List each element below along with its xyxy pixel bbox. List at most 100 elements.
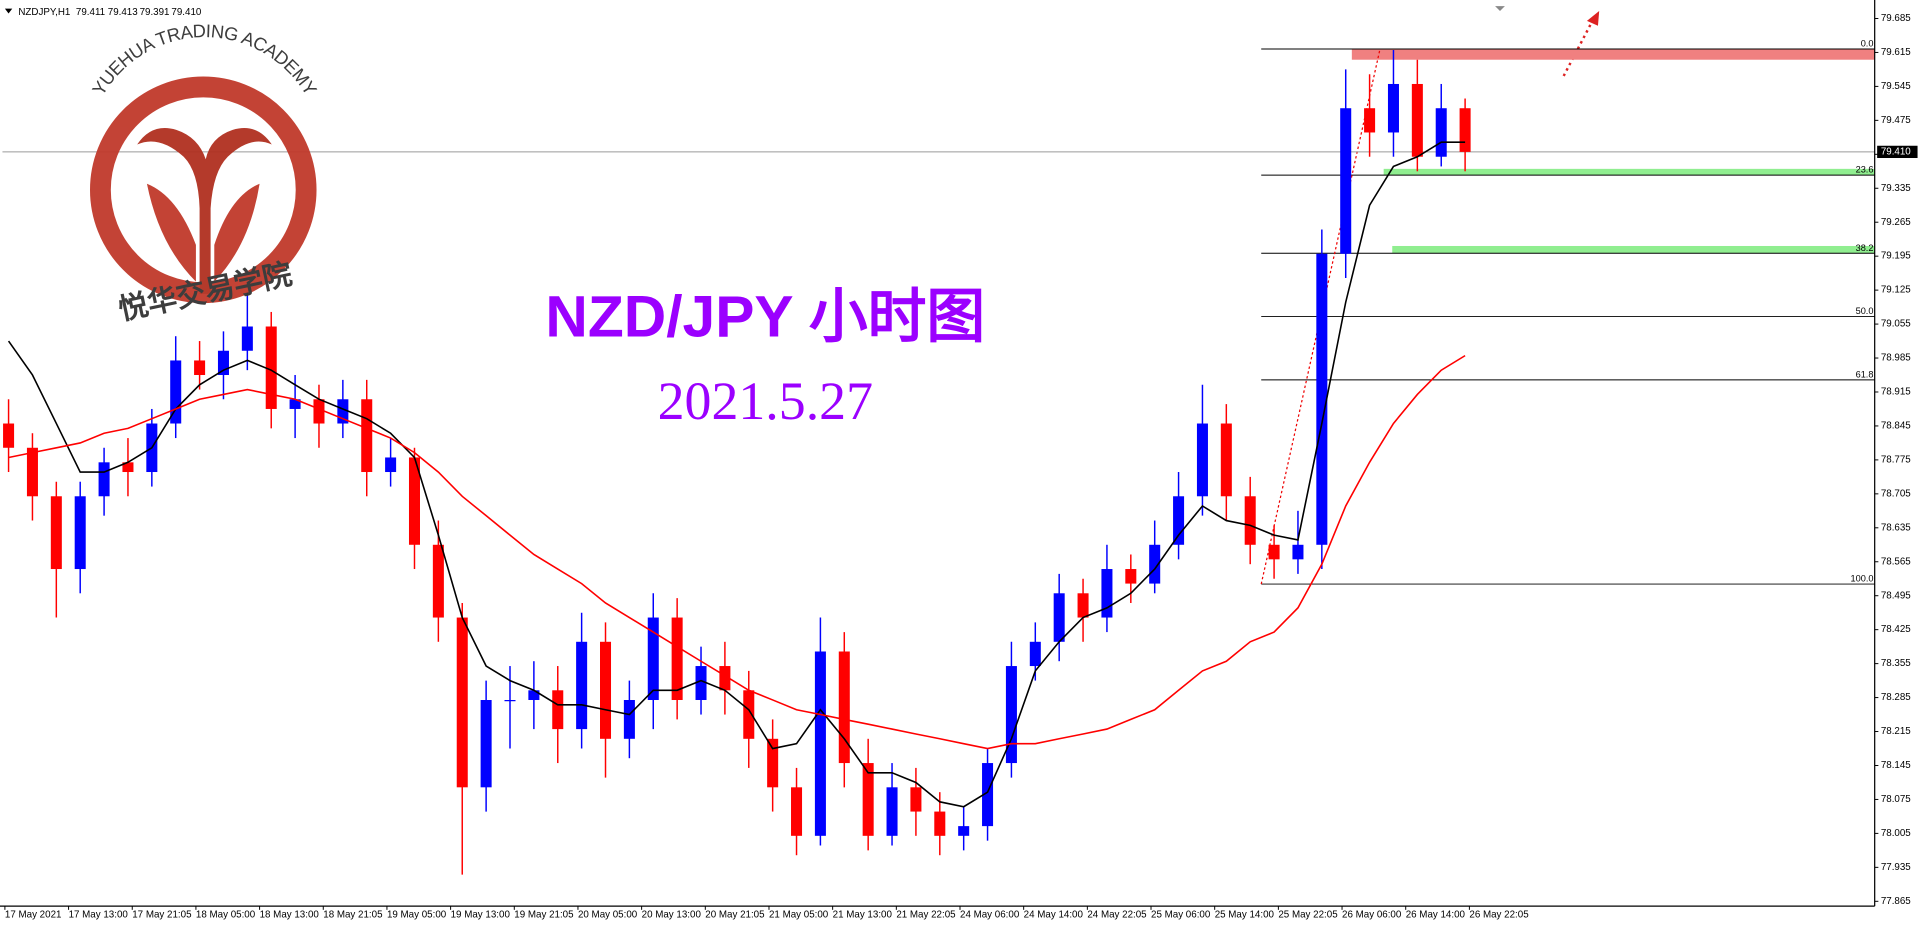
candle-body [432,544,444,618]
y-tick-label: 78.915 [1881,387,1911,398]
candle-body [1005,666,1017,764]
y-tick-label: 78.775 [1881,454,1911,465]
x-tick-label: 24 May 14:00 [1024,909,1084,920]
x-tick-label: 18 May 13:00 [260,909,320,920]
candle-body [1077,593,1089,618]
logo-symbol [137,127,272,294]
candle-body [862,763,874,836]
candle-body [1387,83,1399,133]
y-tick-label: 79.265 [1881,217,1911,228]
chart-subtitle: 2021.5.27 [658,371,873,431]
y-tick-label: 78.215 [1881,726,1911,737]
ma-line [7,141,1466,808]
x-tick-label: 17 May 2021 [5,909,62,920]
candle-body [791,787,803,836]
zone [1392,245,1875,254]
x-tick-label: 26 May 14:00 [1406,909,1466,920]
candle-body [719,666,731,691]
y-tick-label: 78.425 [1881,624,1911,635]
x-tick-label: 19 May 21:05 [514,909,574,920]
x-tick-label: 20 May 21:05 [705,909,765,920]
fib-label: 50.0 [1856,306,1874,316]
candle-body [265,326,277,409]
y-tick-label: 78.145 [1881,760,1911,771]
candle-body [1101,569,1113,618]
menu-arrow[interactable] [4,8,13,14]
chart-title: NZD/JPY 小时图 [545,284,985,349]
x-tick-label: 17 May 13:00 [69,909,129,920]
fib-label: 0.0 [1861,39,1874,49]
candle-body [504,700,516,702]
y-tick-label: 78.565 [1881,556,1911,567]
fib-label: 38.2 [1856,243,1874,253]
fib-trendline [1260,48,1381,585]
y-tick-label: 79.055 [1881,319,1911,330]
candle-body [1316,253,1328,545]
y-tick-label: 79.685 [1881,13,1911,24]
candle-body [982,763,994,827]
y-tick-label: 79.475 [1881,115,1911,126]
candle-body [74,496,86,570]
x-tick-label: 24 May 22:05 [1087,909,1147,920]
header-value: 79.411 [76,7,105,18]
candle-body [1364,108,1376,133]
candle-body [576,641,588,730]
candle-body [552,690,564,730]
y-tick-label: 79.615 [1881,47,1911,58]
y-tick-label: 78.005 [1881,828,1911,839]
header-value: 79.410 [171,7,201,18]
candle-body [934,811,946,836]
candle-body [50,496,62,570]
header-value: 79.391 [140,7,170,18]
zone [1351,49,1875,60]
candle-body [647,617,659,701]
y-tick-label: 79.125 [1881,285,1911,296]
header-value: 79.413 [108,7,138,18]
current-price-box [1877,145,1918,159]
y-tick-label: 79.335 [1881,183,1911,194]
ma-line [8,354,1466,750]
candle-body [1053,593,1065,642]
candle-body [1125,569,1137,584]
candle-body [1196,423,1208,497]
fib-label: 61.8 [1856,369,1874,379]
candle-body [838,651,850,764]
candle-body [1435,108,1447,157]
y-tick-label: 78.075 [1881,794,1911,805]
y-tick-label: 78.635 [1881,522,1911,533]
candle-body [241,326,253,351]
x-tick-label: 17 May 21:05 [132,909,192,920]
y-tick-label: 78.845 [1881,421,1911,432]
candle-body [695,666,707,701]
candle-body [361,399,373,473]
candle-body [1220,423,1232,497]
trend-arrow [1562,21,1593,77]
candle-body [3,423,15,448]
x-tick-label: 19 May 13:00 [451,909,511,920]
zone [1383,168,1875,176]
y-tick-label: 78.285 [1881,692,1911,703]
candle-body [98,462,110,497]
candle-body [958,826,970,836]
candle-body [1244,496,1256,545]
y-tick-label: 77.935 [1881,862,1911,873]
x-tick-label: 21 May 22:05 [896,909,956,920]
y-tick-label: 77.865 [1881,896,1911,907]
candle-body [1411,83,1423,157]
y-tick-label: 78.495 [1881,590,1911,601]
candle-body [814,651,826,836]
candle-body [528,690,540,701]
x-tick-label: 24 May 06:00 [960,909,1020,920]
candle-body [1268,544,1280,560]
candle-body [26,447,38,497]
x-tick-label: 18 May 21:05 [323,909,383,920]
candle-body [1173,496,1185,545]
x-tick-label: 26 May 22:05 [1469,909,1529,920]
candle-body [170,360,182,424]
fib-label: 100.0 [1851,574,1874,584]
x-tick-label: 21 May 13:00 [833,909,893,920]
candle-body [122,462,134,473]
candle-body [886,787,898,836]
candle-body [671,617,683,701]
